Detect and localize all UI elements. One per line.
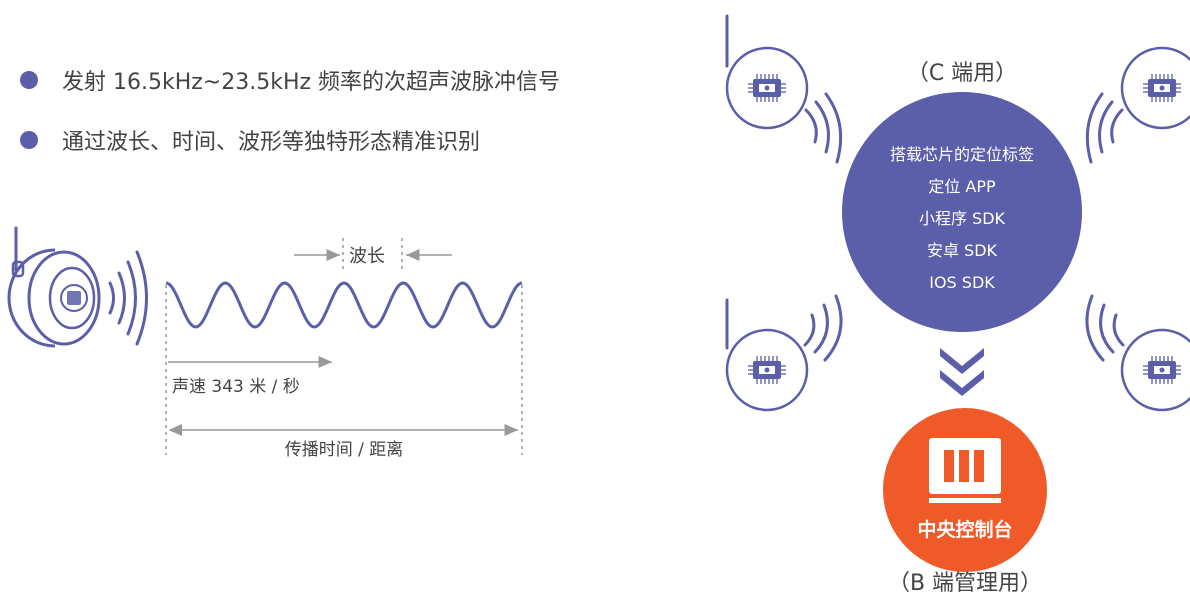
bullet-item-1: 发射 16.5kHz~23.5kHz 频率的次超声波脉冲信号 (20, 64, 560, 96)
bullet-text-1: 发射 16.5kHz~23.5kHz 频率的次超声波脉冲信号 (62, 70, 561, 95)
circle-item: 安卓 SDK (927, 241, 998, 260)
chip-tag-icon (725, 14, 843, 164)
time-distance-label: 传播时间 / 距离 (285, 440, 404, 460)
c-side-label: （C 端用） (907, 61, 1017, 86)
sound-wave-icon (108, 250, 148, 346)
circle-item: IOS SDK (929, 273, 995, 292)
circle-item: 小程序 SDK (919, 209, 1006, 228)
speed-label: 声速 343 米 / 秒 (172, 377, 300, 397)
bullet-item-2: 通过波长、时间、波形等独特形态精准识别 (20, 124, 480, 156)
bullet-dot-icon (20, 71, 38, 89)
chip-tag-icon (1085, 294, 1190, 412)
client-circle (842, 92, 1082, 332)
bullet-text-2: 通过波长、时间、波形等独特形态精准识别 (62, 130, 481, 155)
double-chevron-down-icon (940, 348, 984, 396)
chip-tag-icon (725, 294, 843, 412)
chip-tag-icon (1085, 46, 1190, 164)
circle-item: 搭载芯片的定位标签 (890, 145, 1034, 164)
b-side-label: （B 端管理用） (888, 571, 1042, 596)
monitor-icon (929, 438, 1001, 503)
sine-wave (165, 281, 523, 329)
speaker-device-icon (7, 226, 101, 348)
circle-item-list: 搭载芯片的定位标签 定位 APP 小程序 SDK 安卓 SDK IOS SDK (890, 145, 1034, 292)
bullet-dot-icon (20, 131, 38, 149)
wavelength-label: 波长 (349, 246, 385, 267)
circle-item: 定位 APP (928, 177, 996, 196)
console-label: 中央控制台 (917, 518, 1012, 541)
